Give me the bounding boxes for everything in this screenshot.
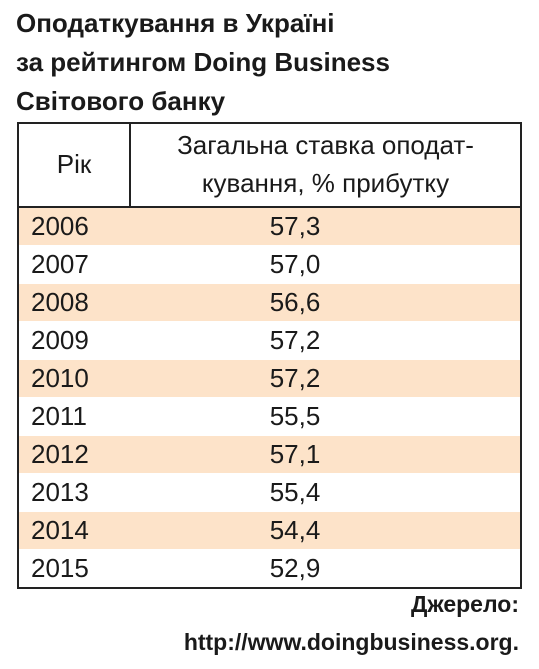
title: Оподаткування в Україні за рейтингом Doin… — [16, 4, 390, 121]
table-row: 2015 52,9 — [18, 549, 521, 588]
source-line: http://www.doingbusiness.org. — [183, 629, 519, 655]
column-header: Загальна ставка оподат-кування, % прибут… — [129, 122, 522, 208]
title-line: за рейтингом Doing Business — [16, 47, 390, 77]
header-line: Загальна ставка оподат- — [177, 130, 474, 160]
column-header: Рік — [17, 122, 131, 208]
title-line: Оподаткування в Україні — [16, 8, 335, 38]
rate-cell: 57,2 — [130, 359, 521, 398]
table-row: 2009 57,2 — [18, 321, 521, 360]
rate-cell: 55,4 — [130, 473, 521, 512]
table-row: 2006 57,3 — [18, 206, 521, 246]
rate-cell: 54,4 — [130, 511, 521, 550]
rate-cell: 57,3 — [130, 206, 521, 246]
year-cell: 2014 — [18, 511, 130, 550]
header-line: кування, % прибутку — [201, 168, 450, 198]
table-row: 2012 57,1 — [18, 435, 521, 474]
tax-table: Рік Загальна ставка оподат-кування, % пр… — [17, 122, 522, 589]
source: Джерело: http://www.doingbusiness.org. — [184, 585, 519, 661]
table-row: 2007 57,0 — [18, 245, 521, 284]
source-line: Джерело: — [410, 591, 519, 617]
year-cell: 2007 — [18, 245, 130, 284]
year-cell: 2015 — [18, 549, 130, 588]
year-cell: 2010 — [18, 359, 130, 398]
year-cell: 2012 — [18, 435, 130, 474]
rate-cell: 57,0 — [130, 245, 521, 284]
year-cell: 2008 — [18, 283, 130, 322]
table-row: 2014 54,4 — [18, 511, 521, 550]
header-row: Рік Загальна ставка оподат-кування, % пр… — [17, 122, 522, 208]
rate-cell: 57,1 — [130, 435, 521, 474]
rate-cell: 52,9 — [130, 549, 521, 588]
table-row: 2010 57,2 — [18, 359, 521, 398]
year-cell: 2013 — [18, 473, 130, 512]
year-cell: 2006 — [18, 206, 130, 246]
rate-cell: 57,2 — [130, 321, 521, 360]
year-cell: 2011 — [18, 397, 130, 436]
title-line: Світового банку — [16, 86, 226, 116]
table-row: 2013 55,4 — [18, 473, 521, 512]
table-row: 2011 55,5 — [18, 397, 521, 436]
rate-cell: 56,6 — [130, 283, 521, 322]
table-body: 2006 57,3 2007 57,0 2008 56,6 2009 57,2 2010 57,2… — [18, 206, 521, 588]
rate-cell: 55,5 — [130, 397, 521, 436]
year-cell: 2009 — [18, 321, 130, 360]
table-row: 2008 56,6 — [18, 283, 521, 322]
